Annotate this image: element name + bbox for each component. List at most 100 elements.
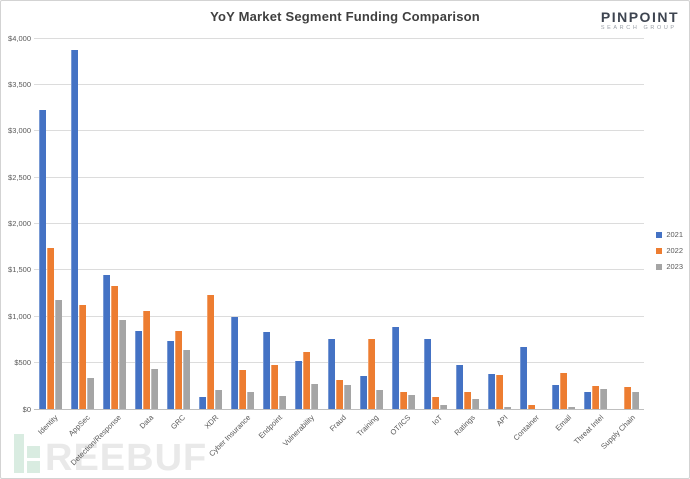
x-category-label: GRC xyxy=(169,413,188,432)
legend-label: 2023 xyxy=(666,262,683,271)
legend-swatch-icon xyxy=(656,263,663,270)
bar-2022 xyxy=(528,405,535,409)
bar-2023 xyxy=(440,405,447,409)
bar-2023 xyxy=(472,399,479,409)
y-tick-label: $4,000 xyxy=(8,33,31,43)
bar-2022 xyxy=(239,370,246,409)
x-category-label: Training xyxy=(355,413,381,439)
bar-2023 xyxy=(376,390,383,409)
bar-2023 xyxy=(408,395,415,409)
bar-2023 xyxy=(344,385,351,409)
x-category-label: Data xyxy=(137,413,156,431)
bar-2022 xyxy=(592,386,599,409)
x-category-label: IoT xyxy=(430,413,445,428)
bar-2023 xyxy=(504,407,511,409)
y-tick-label: $500 xyxy=(14,358,31,368)
bar-2021 xyxy=(135,331,142,409)
x-category-label: OT/ICS xyxy=(388,413,413,438)
grid-line xyxy=(34,176,644,178)
bar-2023 xyxy=(279,396,286,409)
bar-2023 xyxy=(247,392,254,409)
bar-2022 xyxy=(207,295,214,409)
bar-2021 xyxy=(552,385,559,409)
bar-2023 xyxy=(600,389,607,409)
bar-2022 xyxy=(336,380,343,409)
bar-2023 xyxy=(151,369,158,409)
bar-2023 xyxy=(183,350,190,409)
legend-swatch-icon xyxy=(656,247,663,254)
bar-2021 xyxy=(424,339,431,409)
x-axis-labels: Identity AppSec Detection/Response Data GRC X… xyxy=(34,410,644,476)
bar-2023 xyxy=(55,300,62,409)
bar-2022 xyxy=(368,339,375,409)
freebuf-watermark-text: REEBUF xyxy=(45,437,208,479)
bar-2021 xyxy=(360,376,367,409)
bar-2023 xyxy=(215,390,222,409)
bar-2021 xyxy=(39,110,46,409)
legend-label: 2021 xyxy=(666,230,683,239)
bar-2021 xyxy=(167,341,174,409)
bar-2023 xyxy=(119,320,126,409)
chart-title: YoY Market Segment Funding Comparison xyxy=(210,9,480,24)
bar-2021 xyxy=(263,332,270,409)
freebuf-watermark: REEBUF xyxy=(14,434,208,479)
bar-2022 xyxy=(175,331,182,409)
bar-2023 xyxy=(87,378,94,409)
x-category-label: XDR xyxy=(202,413,221,431)
grid-line xyxy=(34,315,644,317)
bar-2022 xyxy=(79,305,86,409)
freebuf-logo-segments xyxy=(27,446,40,473)
bar-2022 xyxy=(143,311,150,409)
bar-2021 xyxy=(295,361,302,409)
pinpoint-logo: PINPOINT SEARCH GROUP xyxy=(601,10,679,32)
bar-2022 xyxy=(303,352,310,409)
bar-2023 xyxy=(568,407,575,409)
grid-line xyxy=(34,83,644,85)
legend-item-2021: 2021 xyxy=(656,230,683,239)
bar-2021 xyxy=(103,275,110,409)
x-category-label: Ratings xyxy=(452,413,477,438)
x-category-label: Email xyxy=(553,413,574,433)
y-tick-label: $3,500 xyxy=(8,79,31,89)
bar-2021 xyxy=(520,347,527,409)
x-category-label: Container xyxy=(511,413,542,443)
bar-2022 xyxy=(560,373,567,409)
grid-line xyxy=(34,130,644,132)
y-tick-label: $2,000 xyxy=(8,219,31,228)
y-tick-label: $2,500 xyxy=(8,172,31,182)
bar-2021 xyxy=(199,397,206,409)
grid-line xyxy=(34,269,644,271)
x-category-label: AppSec xyxy=(66,413,92,438)
pinpoint-logo-subtitle: SEARCH GROUP xyxy=(600,25,677,31)
legend-swatch-icon xyxy=(656,231,663,238)
legend: 2021 2022 2023 xyxy=(656,230,683,278)
x-category-label: Threat Intel xyxy=(572,413,606,447)
bar-2021 xyxy=(71,50,78,409)
x-category-label: Endpoint xyxy=(257,413,285,441)
legend-item-2023: 2023 xyxy=(656,262,683,271)
bar-2022 xyxy=(624,387,631,409)
y-tick-label: $3,000 xyxy=(8,126,31,136)
freebuf-logo-bar xyxy=(14,434,24,473)
bar-2022 xyxy=(464,392,471,409)
bar-2021 xyxy=(456,365,463,409)
grid-line xyxy=(34,37,644,39)
y-tick-label: $1,500 xyxy=(8,265,31,275)
bar-2022 xyxy=(271,365,278,409)
bar-2022 xyxy=(400,392,407,409)
pinpoint-logo-text: PINPOINT xyxy=(600,9,679,25)
bar-2021 xyxy=(584,392,591,409)
bar-2021 xyxy=(328,339,335,409)
plot-area xyxy=(34,37,644,410)
x-category-label: Vulnerability xyxy=(281,413,317,449)
grid-line xyxy=(34,362,644,364)
y-tick-label: $0 xyxy=(22,404,31,414)
x-category-label: Fraud xyxy=(328,413,349,434)
bar-2023 xyxy=(632,392,639,409)
y-axis-labels: $0 $500 $1,000 $1,500 $2,000 $2,500 $3,000 $3,5… xyxy=(1,1,31,478)
freebuf-logo-icon xyxy=(14,434,40,473)
x-category-label: Identity xyxy=(35,413,60,437)
bar-2023 xyxy=(311,384,318,409)
legend-item-2022: 2022 xyxy=(656,246,683,255)
